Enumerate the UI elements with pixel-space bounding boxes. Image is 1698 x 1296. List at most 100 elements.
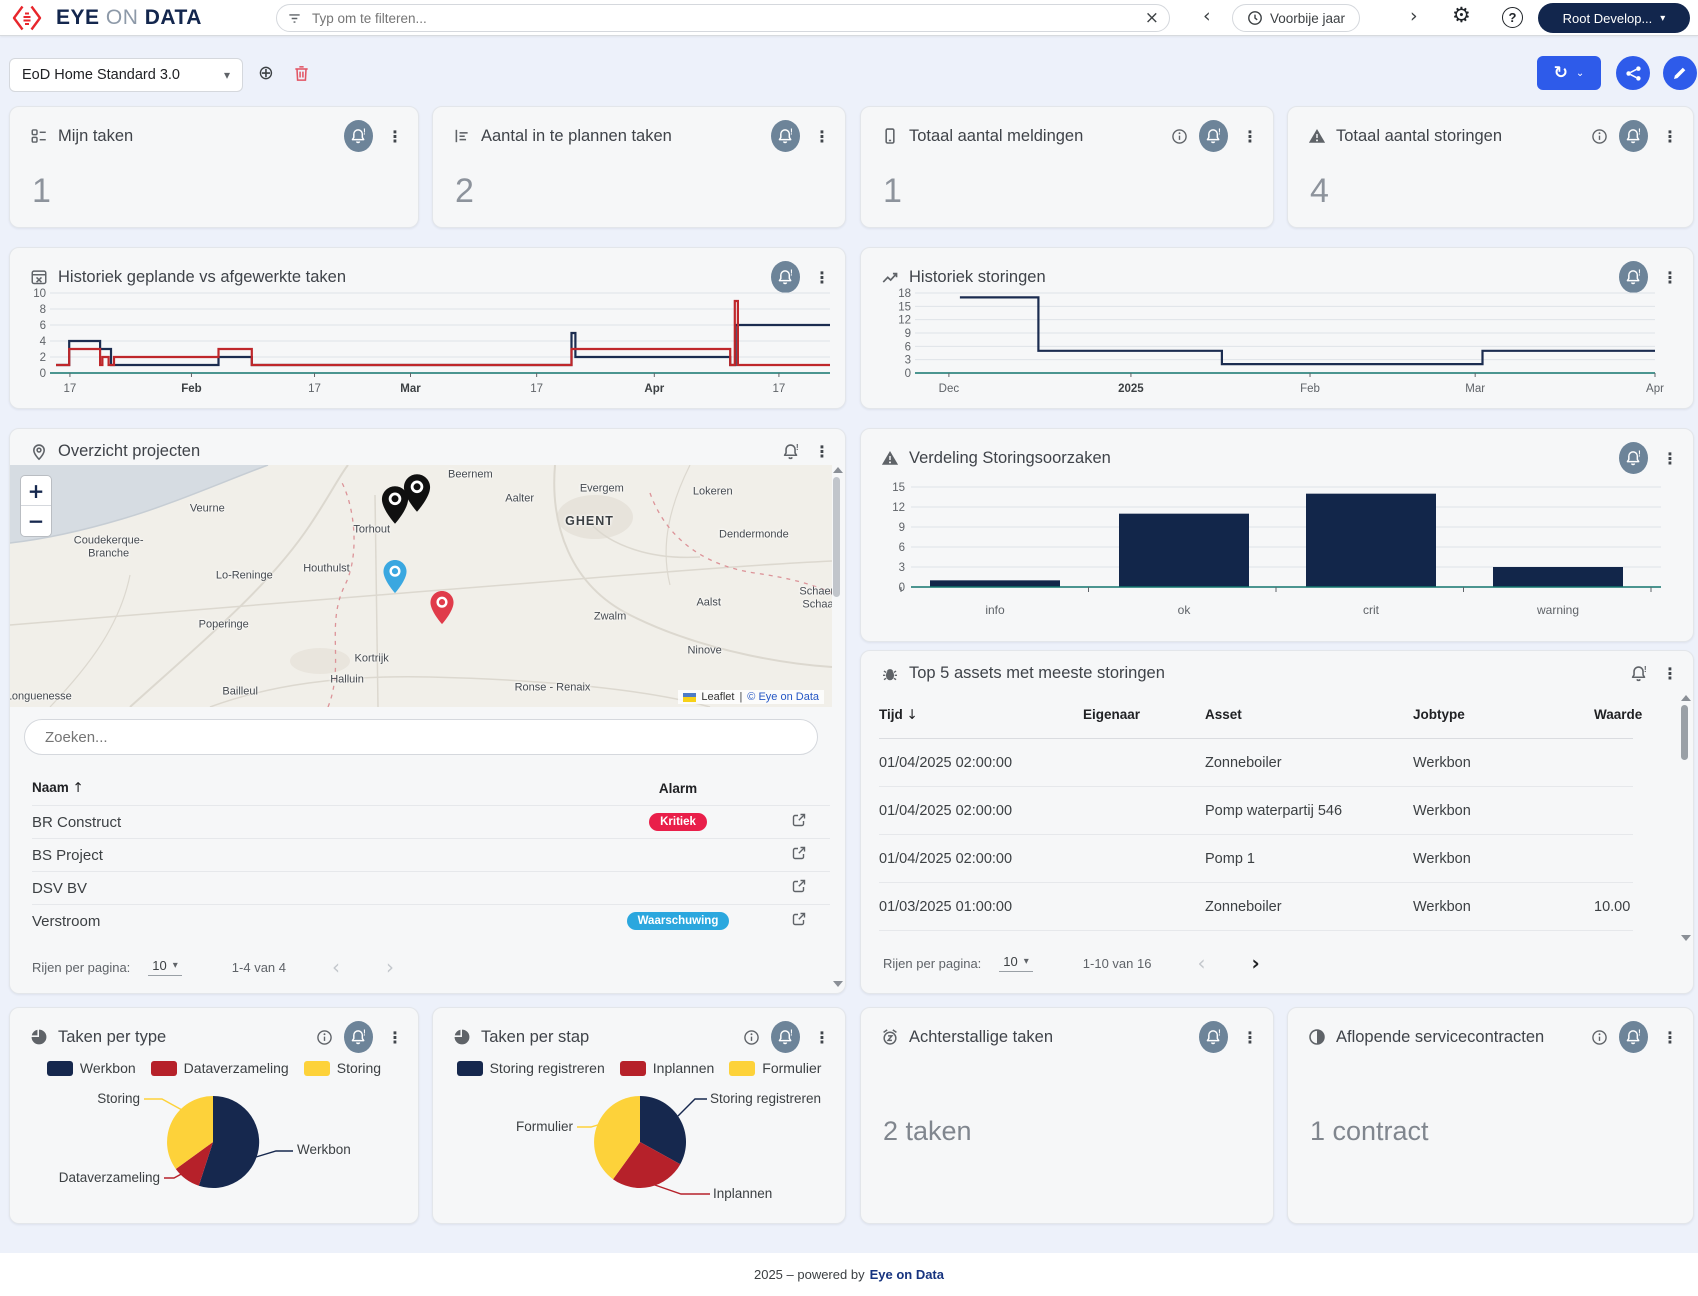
column-alarm[interactable]: Alarm [659, 781, 697, 796]
page-size-select[interactable]: 10▾ [999, 954, 1033, 972]
period-selector[interactable]: Voorbije jaar [1232, 4, 1360, 32]
kebab-menu-icon[interactable]: ⋮ [384, 127, 406, 146]
prev-page-icon[interactable]: ‹ [1197, 951, 1205, 975]
table-row[interactable]: 01/03/2025 01:00:00ZonneboilerWerkbon10.… [879, 883, 1633, 931]
add-dashboard-icon[interactable]: ⊕ [258, 62, 274, 84]
table-row[interactable]: 01/04/2025 02:00:00Pomp waterpartij 546W… [879, 787, 1633, 835]
scrollbar[interactable] [831, 465, 843, 989]
alert-bell-button[interactable] [1619, 120, 1648, 152]
legend-item[interactable]: Inplannen [620, 1060, 715, 1076]
kebab-menu-icon[interactable]: ⋮ [384, 1028, 406, 1047]
info-icon[interactable] [743, 1029, 760, 1046]
map-place-label: Coudekerque- Branche [74, 535, 144, 560]
taken-per-stap-chart: FormulierStoring registrerenInplannen [433, 1082, 847, 1222]
kebab-menu-icon[interactable]: ⋮ [1239, 1028, 1261, 1047]
legend-item[interactable]: Werkbon [47, 1060, 136, 1076]
period-prev-icon[interactable]: ‹ [1203, 5, 1211, 27]
leaflet-link[interactable]: Leaflet [701, 691, 734, 703]
column-naam[interactable]: Naam ↑ [32, 780, 588, 796]
svg-text:crit: crit [1363, 603, 1380, 617]
map-marker[interactable] [382, 559, 407, 599]
kebab-menu-icon[interactable]: ⋮ [811, 127, 833, 146]
column-eigenaar[interactable]: Eigenaar [1083, 707, 1205, 722]
brand-logo[interactable]: EYE ON DATA [12, 4, 202, 32]
open-project-icon[interactable] [791, 845, 807, 865]
edit-button[interactable] [1663, 56, 1697, 90]
alert-bell-button[interactable] [344, 120, 373, 152]
search-input[interactable] [310, 10, 1137, 27]
settings-gear-icon[interactable]: ⚙ [1452, 3, 1471, 27]
bell-icon[interactable] [782, 443, 800, 461]
widget-top-assets: Top 5 assets met meeste storingen ⋮ Tijd… [860, 650, 1694, 994]
table-row[interactable]: BR ConstructKritiek [32, 805, 830, 838]
bell-icon [350, 1029, 367, 1046]
projects-map[interactable]: + − BeernemEvergemLokerenAalterGHENTVeur… [10, 465, 832, 707]
table-row[interactable]: 01/04/2025 02:00:00Pomp 1Werkbon [879, 835, 1633, 883]
column-jobtype[interactable]: Jobtype [1413, 707, 1594, 722]
delete-dashboard-icon[interactable] [292, 64, 311, 83]
column-waarde[interactable]: Waarde [1594, 707, 1642, 722]
scrollbar[interactable] [1679, 695, 1691, 941]
widget-title: Achterstallige taken [909, 1028, 1053, 1047]
table-row[interactable]: DSV BV [32, 871, 830, 904]
projects-search[interactable] [24, 719, 818, 755]
open-project-icon[interactable] [791, 878, 807, 898]
zoom-in-button[interactable]: + [21, 476, 51, 506]
next-page-icon[interactable]: › [1251, 951, 1259, 975]
refresh-button[interactable]: ↻ ⌄ [1537, 56, 1601, 90]
kebab-menu-icon[interactable]: ⋮ [811, 442, 833, 461]
contracts-value: 1 contract [1310, 1116, 1429, 1147]
prev-page-icon[interactable]: ‹ [332, 955, 340, 979]
alert-bell-button[interactable] [344, 1021, 373, 1053]
bell-icon[interactable] [1630, 665, 1648, 683]
column-tijd[interactable]: Tijd ↓ [879, 707, 1083, 723]
kebab-menu-icon[interactable]: ⋮ [1659, 1028, 1681, 1047]
legend-item[interactable]: Dataverzameling [151, 1060, 289, 1076]
info-icon[interactable] [1591, 1029, 1608, 1046]
account-menu-button[interactable]: Root Develop... ▾ [1538, 3, 1690, 33]
widget-storingen: Totaal aantal storingen ⋮ 4 [1287, 106, 1694, 228]
legend-item[interactable]: Storing registreren [457, 1060, 605, 1076]
assets-table-header: Tijd ↓ Eigenaar Asset Jobtype Waarde [879, 691, 1633, 739]
column-asset[interactable]: Asset [1205, 707, 1413, 722]
zoom-out-button[interactable]: − [21, 506, 51, 536]
kebab-menu-icon[interactable]: ⋮ [1659, 127, 1681, 146]
help-icon[interactable]: ? [1502, 7, 1523, 28]
eyeondata-link[interactable]: © Eye on Data [747, 691, 819, 703]
page-size-select[interactable]: 10▾ [148, 958, 182, 976]
alert-bell-button[interactable] [771, 1021, 800, 1053]
kebab-menu-icon[interactable]: ⋮ [1659, 664, 1681, 683]
footer-brand-link[interactable]: Eye on Data [870, 1267, 944, 1282]
alert-bell-button[interactable] [1619, 1021, 1648, 1053]
projects-search-input[interactable] [43, 728, 799, 747]
clear-search-icon[interactable]: × [1145, 10, 1159, 27]
legend-item[interactable]: Formulier [729, 1060, 821, 1076]
widget-overzicht-projecten: Overzicht projecten ⋮ [9, 428, 846, 994]
table-row[interactable]: VerstroomWaarschuwing [32, 904, 830, 937]
next-page-icon[interactable]: › [386, 955, 394, 979]
map-marker[interactable] [381, 485, 409, 530]
period-next-icon[interactable]: › [1410, 5, 1418, 27]
table-row[interactable]: 01/04/2025 02:00:00ZonneboilerWerkbon [879, 739, 1633, 787]
kebab-menu-icon[interactable]: ⋮ [811, 1028, 833, 1047]
share-button[interactable] [1616, 56, 1650, 90]
dashboard-select[interactable]: EoD Home Standard 3.0 ▾ [9, 58, 243, 92]
legend-item[interactable]: Storing [304, 1060, 381, 1076]
pie-callout-label: Dataverzameling [59, 1170, 160, 1185]
alert-bell-button[interactable] [1199, 120, 1228, 152]
map-marker[interactable] [429, 590, 454, 630]
open-project-icon[interactable] [791, 911, 807, 931]
info-icon[interactable] [1171, 128, 1188, 145]
open-project-icon[interactable] [791, 812, 807, 832]
table-row[interactable]: BS Project [32, 838, 830, 871]
widget-taken-per-type: Taken per type ⋮ WerkbonDataverzamelingS… [9, 1007, 419, 1224]
page-footer: 2025 – powered by Eye on Data [0, 1253, 1698, 1296]
alert-bell-button[interactable] [771, 120, 800, 152]
info-icon[interactable] [1591, 128, 1608, 145]
info-icon[interactable] [316, 1029, 333, 1046]
kebab-menu-icon[interactable]: ⋮ [1239, 127, 1261, 146]
alert-bell-button[interactable] [1199, 1021, 1228, 1053]
global-search[interactable]: × [276, 4, 1170, 32]
svg-text:10: 10 [33, 288, 46, 300]
map-place-label: Halluin [330, 674, 364, 687]
